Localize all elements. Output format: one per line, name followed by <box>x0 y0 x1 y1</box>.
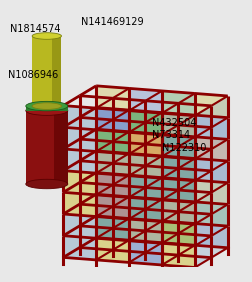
Polygon shape <box>194 115 227 139</box>
Polygon shape <box>96 173 129 197</box>
Polygon shape <box>129 197 161 222</box>
Polygon shape <box>63 236 96 260</box>
Polygon shape <box>129 88 161 113</box>
Polygon shape <box>129 132 161 157</box>
Polygon shape <box>96 129 129 153</box>
Polygon shape <box>129 219 161 243</box>
Polygon shape <box>194 127 210 159</box>
Polygon shape <box>63 192 96 217</box>
Polygon shape <box>26 106 68 111</box>
Ellipse shape <box>32 33 61 39</box>
Polygon shape <box>194 171 210 202</box>
Polygon shape <box>194 158 227 183</box>
Polygon shape <box>210 139 227 171</box>
Polygon shape <box>194 149 210 181</box>
Polygon shape <box>194 93 227 118</box>
Polygon shape <box>129 111 161 135</box>
Polygon shape <box>161 113 194 137</box>
Polygon shape <box>96 86 129 110</box>
Polygon shape <box>161 178 194 202</box>
Polygon shape <box>194 224 227 248</box>
Polygon shape <box>63 171 96 195</box>
Ellipse shape <box>26 179 68 189</box>
Polygon shape <box>129 197 161 221</box>
Polygon shape <box>210 183 227 214</box>
Polygon shape <box>96 217 129 241</box>
Polygon shape <box>96 107 129 132</box>
Polygon shape <box>161 222 194 246</box>
Text: N141469129: N141469129 <box>81 17 143 27</box>
Text: N73314: N73314 <box>151 131 189 140</box>
Polygon shape <box>161 91 194 115</box>
Polygon shape <box>96 194 129 219</box>
Polygon shape <box>210 226 227 258</box>
Polygon shape <box>161 178 194 202</box>
Polygon shape <box>161 134 194 158</box>
Polygon shape <box>194 193 210 224</box>
Polygon shape <box>161 243 194 268</box>
Polygon shape <box>161 157 194 181</box>
Polygon shape <box>194 180 227 204</box>
Polygon shape <box>129 219 161 243</box>
Polygon shape <box>96 151 129 176</box>
Polygon shape <box>129 132 161 156</box>
Polygon shape <box>63 214 96 238</box>
Polygon shape <box>161 113 194 137</box>
Polygon shape <box>129 153 161 178</box>
Text: N1086946: N1086946 <box>8 70 58 80</box>
Polygon shape <box>210 96 227 127</box>
Polygon shape <box>129 175 161 199</box>
Polygon shape <box>129 241 161 265</box>
Ellipse shape <box>26 106 68 115</box>
Text: N122310: N122310 <box>161 143 205 153</box>
Polygon shape <box>54 111 68 184</box>
Polygon shape <box>161 200 194 224</box>
Polygon shape <box>129 154 161 178</box>
Polygon shape <box>96 238 129 263</box>
Polygon shape <box>96 173 129 197</box>
Polygon shape <box>63 149 96 173</box>
Polygon shape <box>161 156 194 180</box>
Text: N432504: N432504 <box>151 118 195 128</box>
Polygon shape <box>129 110 161 134</box>
Polygon shape <box>161 135 194 159</box>
Polygon shape <box>194 202 227 226</box>
Polygon shape <box>96 195 129 219</box>
Polygon shape <box>194 236 210 268</box>
Polygon shape <box>96 108 129 132</box>
Polygon shape <box>96 216 129 240</box>
Polygon shape <box>96 151 129 175</box>
Polygon shape <box>26 111 68 184</box>
Polygon shape <box>63 105 96 130</box>
Ellipse shape <box>26 101 68 111</box>
Polygon shape <box>210 118 227 149</box>
Polygon shape <box>210 204 227 236</box>
Polygon shape <box>63 127 96 151</box>
Polygon shape <box>194 214 210 246</box>
Polygon shape <box>52 36 61 106</box>
Polygon shape <box>210 161 227 193</box>
Polygon shape <box>161 221 194 245</box>
Polygon shape <box>96 130 129 154</box>
Text: N1814574: N1814574 <box>10 24 60 34</box>
Polygon shape <box>161 199 194 224</box>
Ellipse shape <box>32 103 61 109</box>
Polygon shape <box>194 106 210 137</box>
Polygon shape <box>32 36 61 106</box>
Polygon shape <box>194 137 227 161</box>
Polygon shape <box>129 176 161 200</box>
